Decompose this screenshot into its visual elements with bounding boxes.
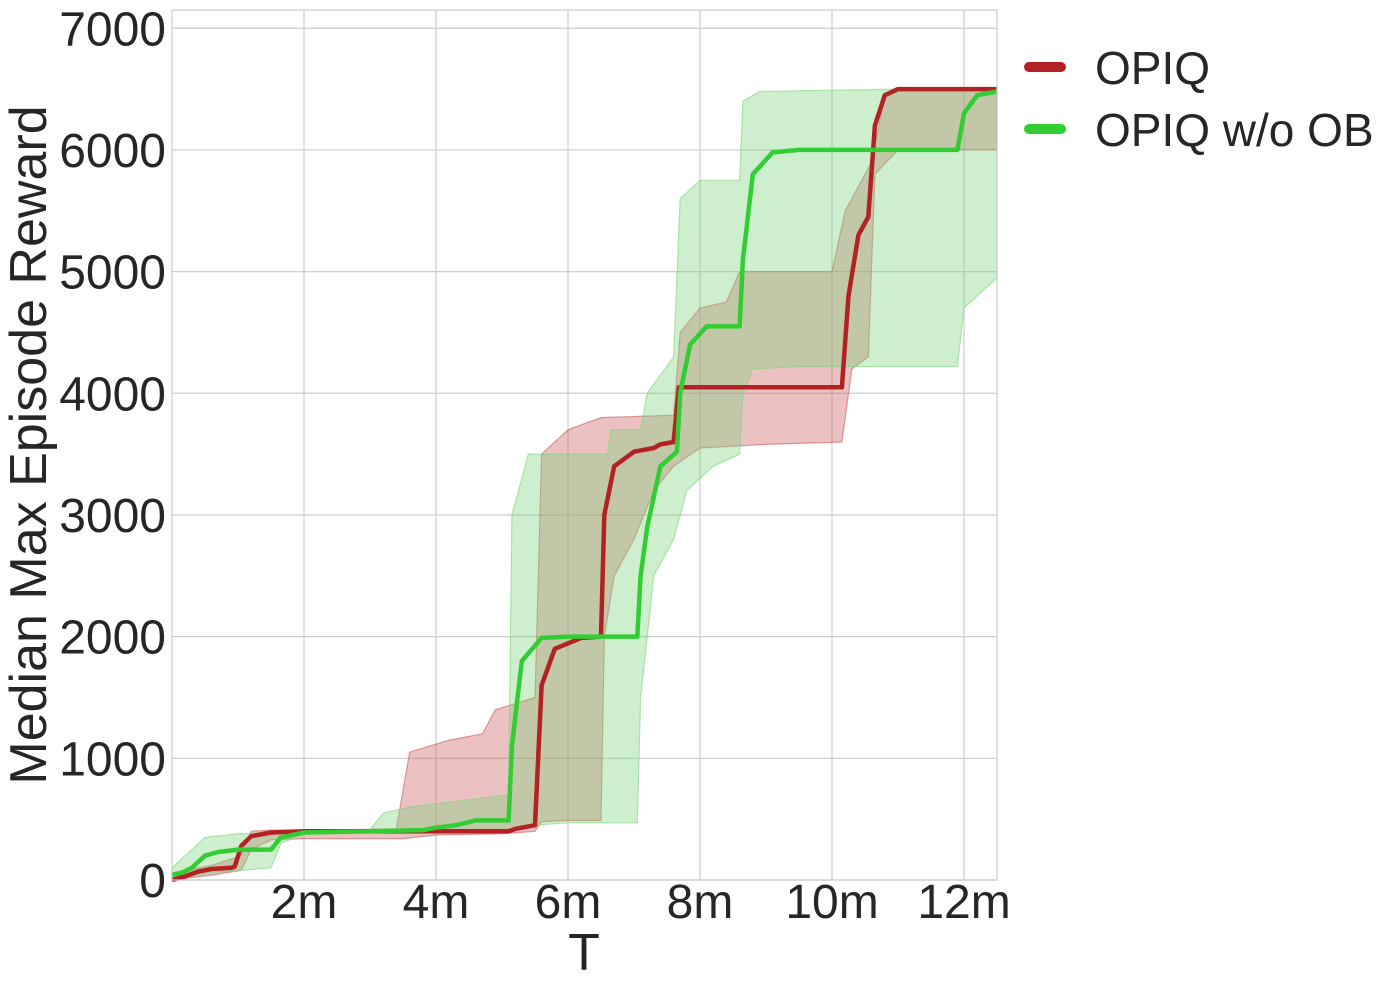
y-tick-label: 3000 (59, 490, 166, 543)
legend-label: OPIQ (1095, 42, 1210, 94)
plot-area-background (172, 10, 997, 880)
x-tick-label: 2m (271, 876, 338, 929)
x-tick-label: 6m (535, 876, 602, 929)
y-tick-label: 5000 (59, 247, 166, 300)
y-tick-label: 2000 (59, 612, 166, 665)
y-tick-label: 6000 (59, 125, 166, 178)
x-axis-label: T (568, 924, 600, 982)
x-tick-label: 4m (403, 876, 470, 929)
x-tick-label: 10m (785, 876, 878, 929)
legend: OPIQ OPIQ w/o OB (1024, 42, 1374, 156)
y-tick-label: 4000 (59, 368, 166, 421)
series-line (171, 89, 998, 878)
legend-label: OPIQ w/o OB (1095, 104, 1374, 156)
y-tick-labels: 0 1000 2000 3000 4000 5000 6000 7000 (59, 3, 166, 908)
x-tick-label: 12m (917, 876, 1010, 929)
y-tick-label: 0 (139, 855, 166, 908)
y-tick-label: 7000 (59, 3, 166, 56)
x-tick-labels: 2m 4m 6m 8m 10m 12m (271, 876, 1011, 929)
y-axis-label: Median Max Episode Reward (0, 105, 58, 784)
y-tick-label: 1000 (59, 733, 166, 786)
x-tick-label: 8m (667, 876, 734, 929)
plot-frame (171, 9, 998, 881)
series-lines (171, 86, 998, 883)
